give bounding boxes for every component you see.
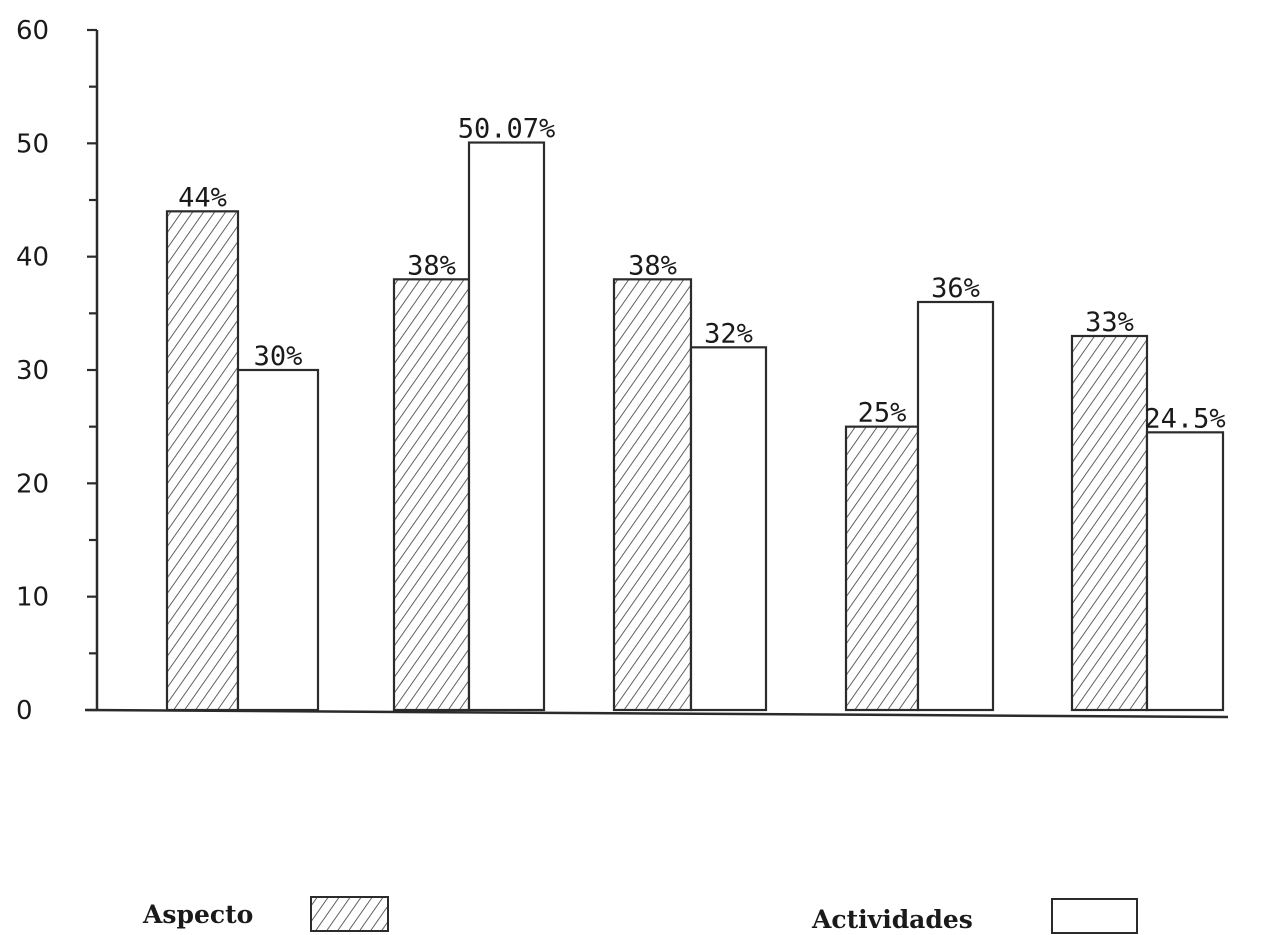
x-axis-line — [84, 708, 1229, 719]
bar-aspecto-5 — [1070, 334, 1149, 712]
data-label: 25% — [858, 398, 907, 429]
y-tick-label: 60 — [16, 16, 49, 46]
legend-label-aspecto: Aspecto — [142, 900, 253, 929]
y-tick-label: 40 — [16, 243, 49, 273]
data-label: 36% — [931, 273, 980, 304]
bar-actividades-3 — [689, 346, 768, 712]
data-label: 50.07% — [458, 114, 556, 145]
bar-aspecto-2 — [392, 278, 471, 712]
data-label: 24.5% — [1144, 403, 1225, 434]
y-tick-label: 10 — [16, 583, 49, 613]
bar-aspecto-4 — [844, 425, 920, 712]
bar-actividades-2 — [467, 141, 546, 712]
y-tick-label: 20 — [16, 469, 49, 499]
legend-swatch-aspecto — [310, 896, 389, 932]
bar-actividades-1 — [236, 368, 320, 712]
y-tick-label: 0 — [16, 696, 33, 726]
data-label: 33% — [1085, 307, 1134, 338]
bar-aspecto-3 — [612, 278, 693, 712]
legend-label-actividades: Actividades — [811, 905, 973, 934]
y-tick-label: 30 — [16, 356, 49, 386]
y-tick-label: 50 — [16, 129, 49, 159]
data-label: 32% — [704, 318, 753, 349]
data-label: 38% — [407, 250, 456, 281]
legend: Aspecto Actividades — [142, 896, 1138, 934]
bar-actividades-4 — [916, 300, 995, 712]
bar-aspecto-1 — [165, 210, 240, 712]
data-label: 38% — [628, 250, 677, 281]
data-label: 30% — [254, 341, 303, 372]
legend-swatch-actividades — [1051, 898, 1138, 934]
bar-actividades-5 — [1145, 431, 1225, 712]
data-label: 44% — [178, 182, 227, 213]
